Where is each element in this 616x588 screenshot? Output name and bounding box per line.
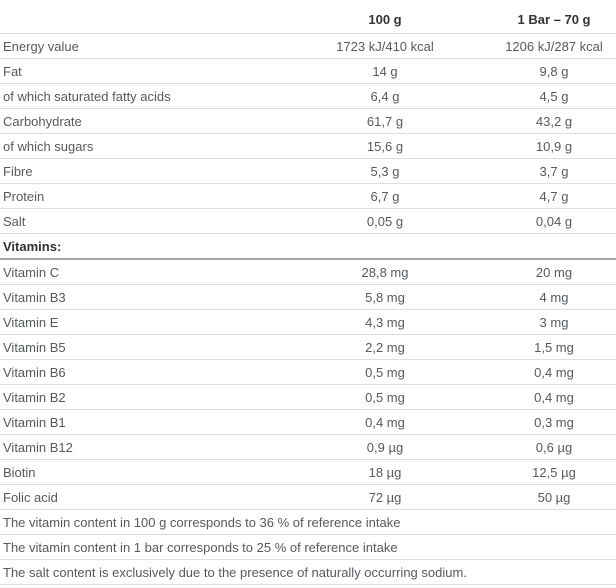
section-label: Vitamins:	[0, 233, 616, 260]
nutrient-label: Salt	[0, 208, 278, 234]
value-per-bar: 10,9 g	[492, 133, 616, 159]
value-per-100g: 5,3 g	[278, 158, 492, 184]
nutrient-label: of which saturated fatty acids	[0, 83, 278, 109]
value-per-bar: 43,2 g	[492, 108, 616, 134]
header-per-bar: 1 Bar – 70 g	[492, 0, 616, 34]
table-row: of which saturated fatty acids 6,4 g 4,5 g	[0, 83, 616, 109]
nutrient-label: Vitamin B6	[0, 359, 278, 385]
table-row: Vitamin B3 5,8 mg 4 mg	[0, 284, 616, 310]
table-row: Vitamin B2 0,5 mg 0,4 mg	[0, 384, 616, 410]
table-row: Biotin 18 µg 12,5 µg	[0, 459, 616, 485]
footnote-text: The vitamin content in 100 g corresponds…	[0, 509, 616, 535]
value-per-100g: 2,2 mg	[278, 334, 492, 360]
table-row: Vitamin C 28,8 mg 20 mg	[0, 259, 616, 285]
value-per-100g: 0,4 mg	[278, 409, 492, 435]
footnote-text: The salt content is exclusively due to t…	[0, 559, 616, 585]
table-row: Fibre 5,3 g 3,7 g	[0, 158, 616, 184]
footnote-row: The vitamin content in 100 g corresponds…	[0, 509, 616, 535]
table-row: Vitamin B12 0,9 µg 0,6 µg	[0, 434, 616, 460]
value-per-bar: 20 mg	[492, 259, 616, 285]
value-per-100g: 5,8 mg	[278, 284, 492, 310]
value-per-bar: 0,04 g	[492, 208, 616, 234]
value-per-bar: 0,6 µg	[492, 434, 616, 460]
nutrient-label: Vitamin B5	[0, 334, 278, 360]
value-per-bar: 4,7 g	[492, 183, 616, 209]
value-per-bar: 50 µg	[492, 484, 616, 510]
table-row: Salt 0,05 g 0,04 g	[0, 208, 616, 234]
value-per-bar: 4,5 g	[492, 83, 616, 109]
nutrient-label: Fibre	[0, 158, 278, 184]
value-per-100g: 28,8 mg	[278, 259, 492, 285]
value-per-bar: 1206 kJ/287 kcal	[492, 33, 616, 59]
value-per-100g: 0,05 g	[278, 208, 492, 234]
value-per-bar: 0,4 mg	[492, 359, 616, 385]
table-row: Carbohydrate 61,7 g 43,2 g	[0, 108, 616, 134]
table-row: Protein 6,7 g 4,7 g	[0, 183, 616, 209]
nutrient-label: Carbohydrate	[0, 108, 278, 134]
table-row: Fat 14 g 9,8 g	[0, 58, 616, 84]
table-row: Folic acid 72 µg 50 µg	[0, 484, 616, 510]
value-per-bar: 3,7 g	[492, 158, 616, 184]
table-row: Vitamin B1 0,4 mg 0,3 mg	[0, 409, 616, 435]
nutrient-label: Protein	[0, 183, 278, 209]
nutrition-table-body: Energy value 1723 kJ/410 kcal 1206 kJ/287 …	[0, 33, 616, 585]
nutrient-label: Vitamin B3	[0, 284, 278, 310]
footnote-text: The vitamin content in 1 bar corresponds…	[0, 534, 616, 560]
value-per-100g: 15,6 g	[278, 133, 492, 159]
nutrient-label: Folic acid	[0, 484, 278, 510]
value-per-bar: 4 mg	[492, 284, 616, 310]
value-per-bar: 0,4 mg	[492, 384, 616, 410]
table-row: Vitamin B5 2,2 mg 1,5 mg	[0, 334, 616, 360]
table-row: Energy value 1723 kJ/410 kcal 1206 kJ/287 …	[0, 33, 616, 59]
header-empty-cell	[0, 0, 278, 34]
nutrient-label: Vitamin B2	[0, 384, 278, 410]
footnote-row: The salt content is exclusively due to t…	[0, 559, 616, 585]
nutrient-label: Vitamin B1	[0, 409, 278, 435]
section-row: Vitamins:	[0, 233, 616, 260]
nutrient-label: Biotin	[0, 459, 278, 485]
value-per-100g: 0,5 mg	[278, 384, 492, 410]
value-per-bar: 3 mg	[492, 309, 616, 335]
value-per-100g: 4,3 mg	[278, 309, 492, 335]
value-per-100g: 61,7 g	[278, 108, 492, 134]
nutrient-label: Vitamin C	[0, 259, 278, 285]
value-per-bar: 0,3 mg	[492, 409, 616, 435]
nutrient-label: of which sugars	[0, 133, 278, 159]
value-per-bar: 9,8 g	[492, 58, 616, 84]
footnote-row: The vitamin content in 1 bar corresponds…	[0, 534, 616, 560]
value-per-100g: 14 g	[278, 58, 492, 84]
value-per-100g: 6,7 g	[278, 183, 492, 209]
nutrient-label: Fat	[0, 58, 278, 84]
value-per-100g: 6,4 g	[278, 83, 492, 109]
value-per-100g: 18 µg	[278, 459, 492, 485]
header-row: 100 g 1 Bar – 70 g	[0, 0, 616, 34]
value-per-100g: 0,9 µg	[278, 434, 492, 460]
nutrient-label: Vitamin E	[0, 309, 278, 335]
value-per-100g: 1723 kJ/410 kcal	[278, 33, 492, 59]
value-per-100g: 72 µg	[278, 484, 492, 510]
table-row: of which sugars 15,6 g 10,9 g	[0, 133, 616, 159]
nutrient-label: Vitamin B12	[0, 434, 278, 460]
value-per-100g: 0,5 mg	[278, 359, 492, 385]
nutrient-label: Energy value	[0, 33, 278, 59]
table-row: Vitamin E 4,3 mg 3 mg	[0, 309, 616, 335]
table-row: Vitamin B6 0,5 mg 0,4 mg	[0, 359, 616, 385]
header-per-100g: 100 g	[278, 0, 492, 34]
value-per-bar: 12,5 µg	[492, 459, 616, 485]
value-per-bar: 1,5 mg	[492, 334, 616, 360]
